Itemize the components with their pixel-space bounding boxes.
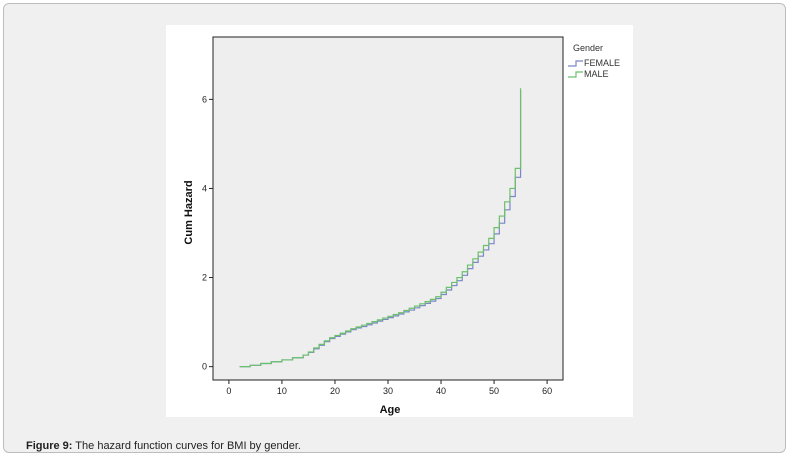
- x-tick-label: 30: [383, 386, 393, 396]
- legend-swatch-female: [568, 60, 583, 67]
- series-line-male: [239, 88, 522, 368]
- legend-entry-female: FEMALE: [584, 58, 620, 68]
- figure-frame: 0 10 20 30 40 50 60 0 2 4 6 Age Cum Hazard Gender FEMA…: [3, 3, 786, 453]
- x-tick-label: 20: [330, 386, 340, 396]
- x-tick-label: 0: [226, 386, 231, 396]
- caption-text: The hazard function curves for BMI by ge…: [72, 440, 301, 452]
- caption-label: Figure 9:: [26, 440, 73, 452]
- legend-swatch-male: [568, 71, 583, 78]
- chart-panel: 0 10 20 30 40 50 60 0 2 4 6 Age Cum Hazard Gender FEMA…: [166, 25, 633, 417]
- legend-entry-male: MALE: [584, 69, 609, 79]
- x-tick-label: 40: [436, 386, 446, 396]
- y-tick-label: 4: [202, 183, 207, 193]
- x-axis-title: Age: [380, 404, 401, 416]
- legend-title: Gender: [573, 43, 603, 53]
- y-tick-label: 2: [202, 273, 207, 283]
- hazard-chart: 0 10 20 30 40 50 60 0 2 4 6 Age Cum Hazard Gender FEMA…: [183, 36, 620, 416]
- y-tick-label: 6: [202, 94, 207, 104]
- x-tick-label: 60: [542, 386, 552, 396]
- x-tick-label: 50: [489, 386, 499, 396]
- y-axis-title: Cum Hazard: [183, 180, 195, 244]
- y-tick-label: 0: [202, 362, 207, 372]
- x-tick-label: 10: [277, 386, 287, 396]
- figure-caption: Figure 9: The hazard function curves for…: [26, 440, 301, 452]
